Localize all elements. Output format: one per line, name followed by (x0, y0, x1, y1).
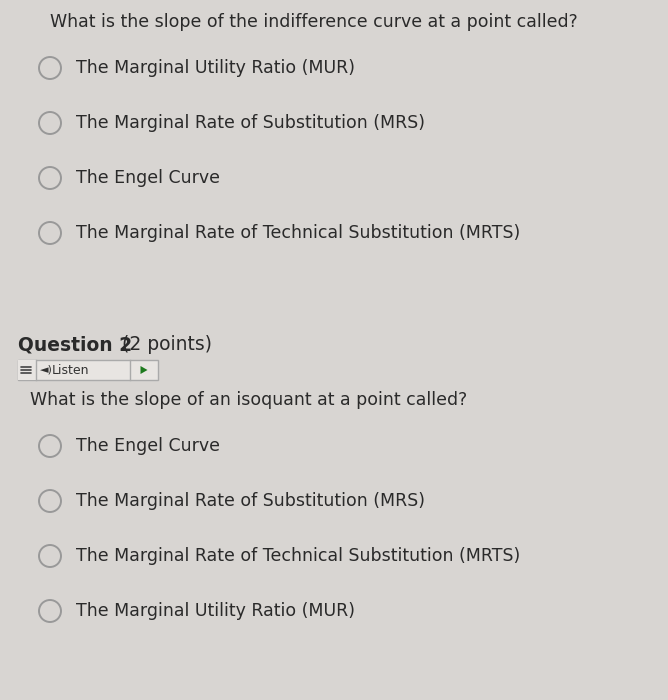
Text: The Marginal Rate of Technical Substitution (MRTS): The Marginal Rate of Technical Substitut… (76, 224, 520, 242)
Text: What is the slope of an isoquant at a point called?: What is the slope of an isoquant at a po… (30, 391, 467, 409)
Circle shape (39, 545, 61, 567)
FancyBboxPatch shape (18, 360, 36, 380)
Polygon shape (140, 366, 148, 374)
Text: The Engel Curve: The Engel Curve (76, 437, 220, 455)
Text: The Marginal Rate of Substitution (MRS): The Marginal Rate of Substitution (MRS) (76, 114, 425, 132)
Text: (2 points): (2 points) (116, 335, 212, 354)
Circle shape (39, 57, 61, 79)
Text: The Engel Curve: The Engel Curve (76, 169, 220, 187)
FancyBboxPatch shape (18, 360, 158, 380)
Circle shape (39, 112, 61, 134)
Text: The Marginal Utility Ratio (MUR): The Marginal Utility Ratio (MUR) (76, 602, 355, 620)
Circle shape (39, 490, 61, 512)
Text: ◄): ◄) (40, 365, 53, 375)
Text: What is the slope of the indifference curve at a point called?: What is the slope of the indifference cu… (50, 13, 578, 31)
Text: The Marginal Utility Ratio (MUR): The Marginal Utility Ratio (MUR) (76, 59, 355, 77)
Text: The Marginal Rate of Technical Substitution (MRTS): The Marginal Rate of Technical Substitut… (76, 547, 520, 565)
Circle shape (39, 222, 61, 244)
Circle shape (39, 435, 61, 457)
Circle shape (39, 600, 61, 622)
Text: The Marginal Rate of Substitution (MRS): The Marginal Rate of Substitution (MRS) (76, 492, 425, 510)
Text: Question 2: Question 2 (18, 335, 132, 354)
Text: Listen: Listen (52, 363, 90, 377)
Circle shape (39, 167, 61, 189)
